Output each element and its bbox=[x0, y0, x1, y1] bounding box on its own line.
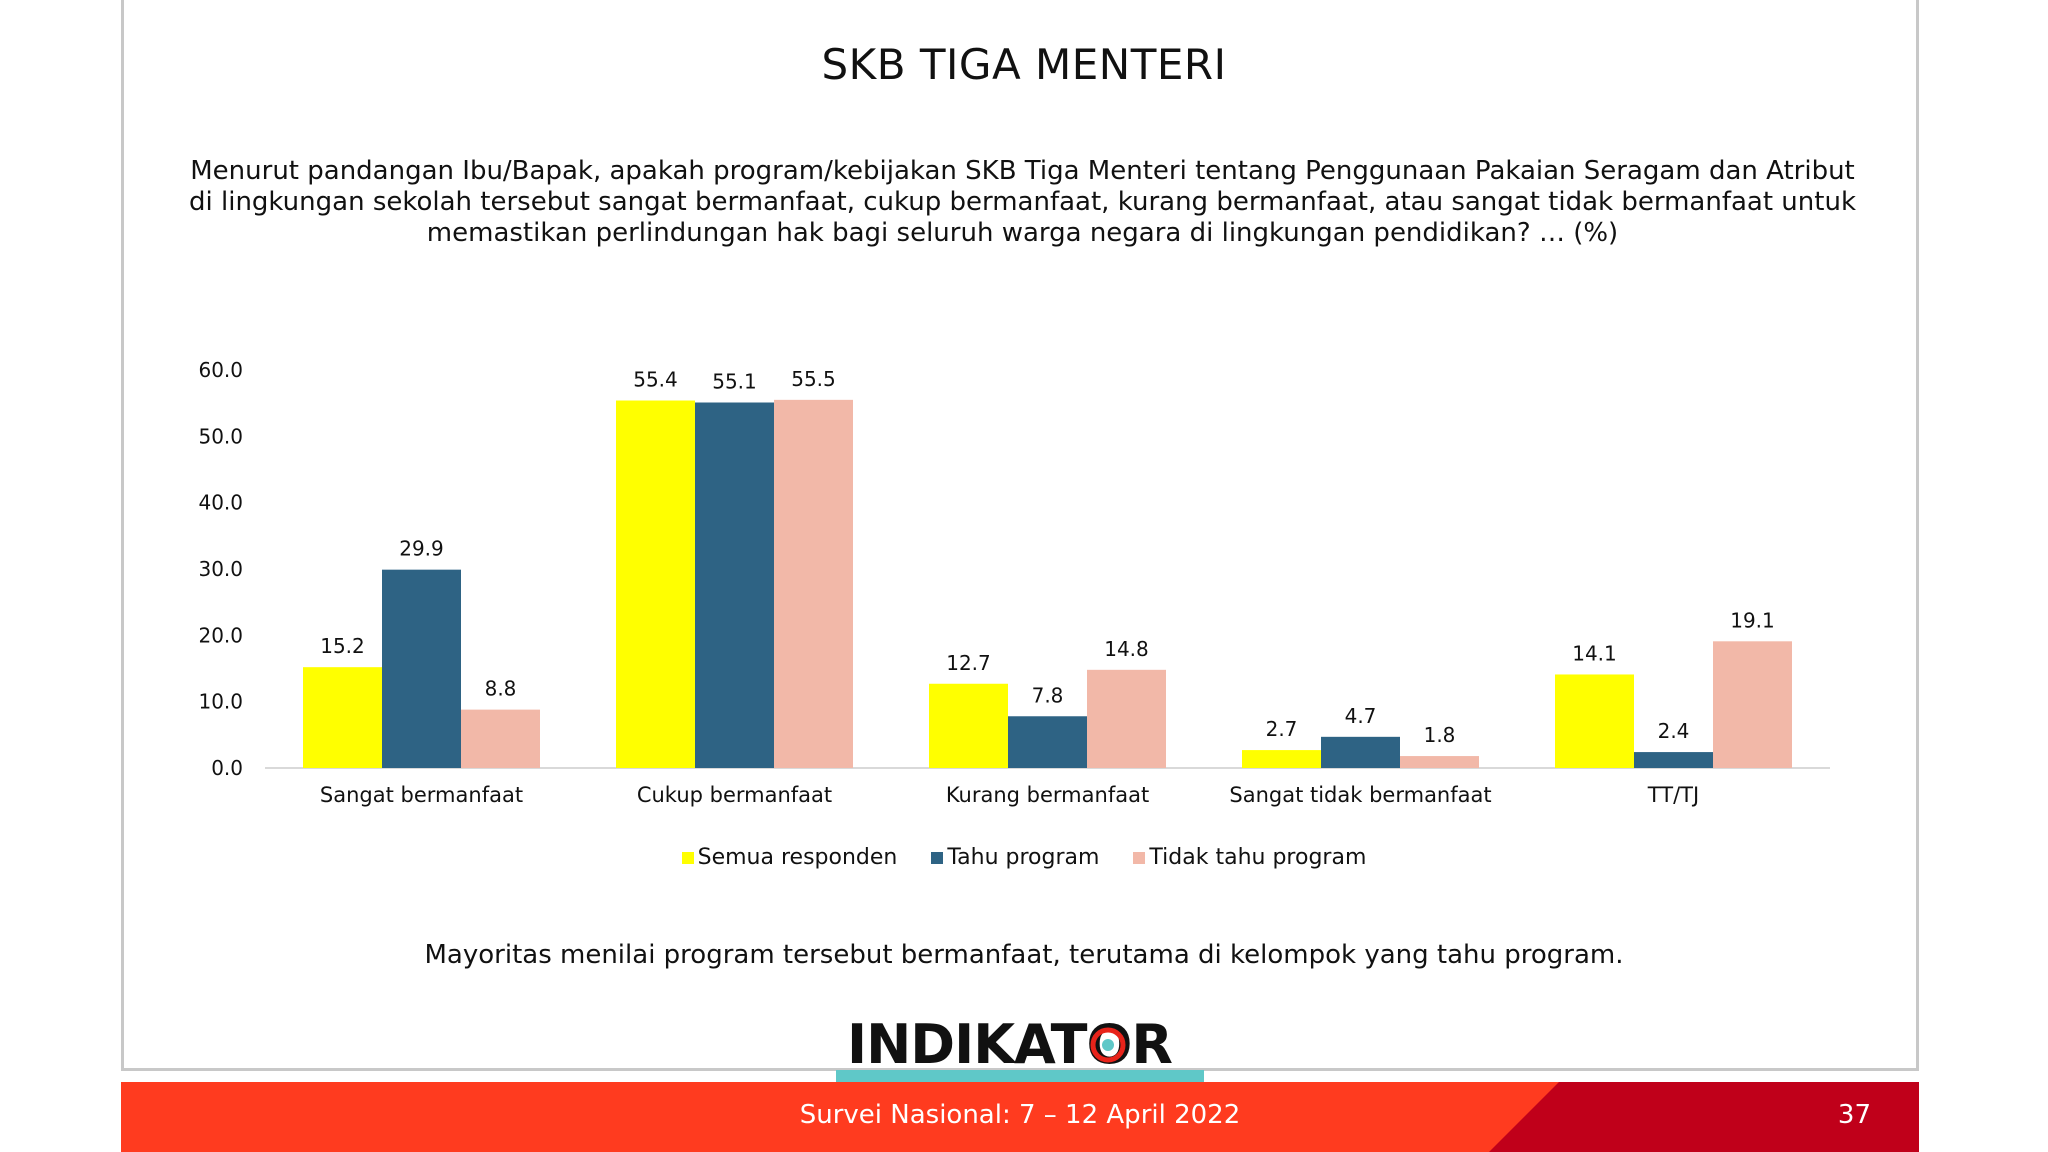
legend-item: Tahu program bbox=[931, 845, 1099, 870]
data-label: 1.8 bbox=[1424, 723, 1456, 747]
y-tick-label: 50.0 bbox=[198, 424, 243, 448]
y-tick-label: 0.0 bbox=[211, 756, 243, 780]
bar bbox=[695, 402, 774, 768]
legend-item: Tidak tahu program bbox=[1133, 845, 1366, 870]
legend-swatch bbox=[931, 851, 944, 864]
footer-dark-shape bbox=[1489, 1082, 1919, 1152]
footer-survey-text: Survei Nasional: 7 – 12 April 2022 bbox=[799, 1100, 1241, 1130]
data-label: 55.4 bbox=[633, 368, 678, 392]
data-label: 8.8 bbox=[485, 677, 517, 701]
slide-title: SKB TIGA MENTERI bbox=[821, 40, 1227, 89]
x-category-label: Kurang bermanfaat bbox=[946, 783, 1149, 807]
bar bbox=[1008, 716, 1087, 768]
x-category-label: Sangat tidak bermanfaat bbox=[1229, 783, 1491, 807]
summary-note: Mayoritas menilai program tersebut berma… bbox=[424, 940, 1624, 970]
slide-frame bbox=[121, 0, 1919, 1071]
bar bbox=[1400, 756, 1479, 768]
bar bbox=[616, 400, 695, 768]
y-tick-label: 10.0 bbox=[198, 690, 243, 714]
bar bbox=[1242, 750, 1321, 768]
y-tick-label: 20.0 bbox=[198, 623, 243, 647]
x-category-label: Sangat bermanfaat bbox=[320, 783, 523, 807]
legend-label: Tahu program bbox=[947, 845, 1100, 870]
legend-item: Semua responden bbox=[681, 845, 898, 870]
indikator-logo: INDIKATOR bbox=[847, 1013, 1173, 1075]
legend-swatch bbox=[1133, 851, 1146, 864]
bar bbox=[1087, 669, 1166, 768]
data-label: 55.1 bbox=[712, 370, 757, 394]
data-label: 14.1 bbox=[1572, 641, 1617, 665]
bar bbox=[382, 569, 461, 768]
y-tick-label: 30.0 bbox=[198, 557, 243, 581]
data-label: 55.5 bbox=[791, 367, 836, 391]
bar bbox=[1321, 736, 1400, 768]
page-number: 37 bbox=[1837, 1100, 1871, 1130]
chart-legend: Semua responden Tahu program Tidak tahu pr… bbox=[0, 845, 2048, 870]
legend-swatch bbox=[681, 851, 694, 864]
bar bbox=[1555, 674, 1634, 768]
data-label: 12.7 bbox=[946, 651, 991, 675]
x-category-label: TT/TJ bbox=[1647, 783, 1699, 807]
data-label: 7.8 bbox=[1032, 683, 1064, 707]
logo-text: INDIKATOR bbox=[847, 1013, 1172, 1075]
x-category-label: Cukup bermanfaat bbox=[637, 783, 832, 807]
bar bbox=[303, 667, 382, 768]
logo-target-icon bbox=[1090, 1027, 1126, 1063]
legend-label: Tidak tahu program bbox=[1149, 845, 1367, 870]
bar bbox=[1713, 641, 1792, 768]
data-label: 19.1 bbox=[1730, 608, 1775, 632]
bar-chart: 0.0 10.0 20.0 30.0 40.0 50.0 60.0 15.2 29.9 8.8 Sa… bbox=[198, 358, 1830, 807]
bar bbox=[461, 709, 540, 768]
y-tick-label: 60.0 bbox=[198, 358, 243, 382]
data-label: 29.9 bbox=[399, 537, 444, 561]
bar bbox=[929, 683, 1008, 768]
legend-label: Semua responden bbox=[697, 845, 898, 870]
y-tick-label: 40.0 bbox=[198, 491, 243, 515]
bar bbox=[774, 399, 853, 768]
logo-target-center bbox=[1102, 1039, 1114, 1051]
footer-bar: Survei Nasional: 7 – 12 April 2022 37 bbox=[121, 1082, 1919, 1152]
data-label: 4.7 bbox=[1345, 704, 1377, 728]
bar bbox=[1634, 752, 1713, 768]
survey-question: Menurut pandangan Ibu/Bapak, apakah prog… bbox=[189, 156, 1856, 248]
data-label: 2.7 bbox=[1266, 717, 1298, 741]
data-label: 15.2 bbox=[320, 634, 365, 658]
data-label: 2.4 bbox=[1658, 719, 1690, 743]
data-label: 14.8 bbox=[1104, 637, 1149, 661]
